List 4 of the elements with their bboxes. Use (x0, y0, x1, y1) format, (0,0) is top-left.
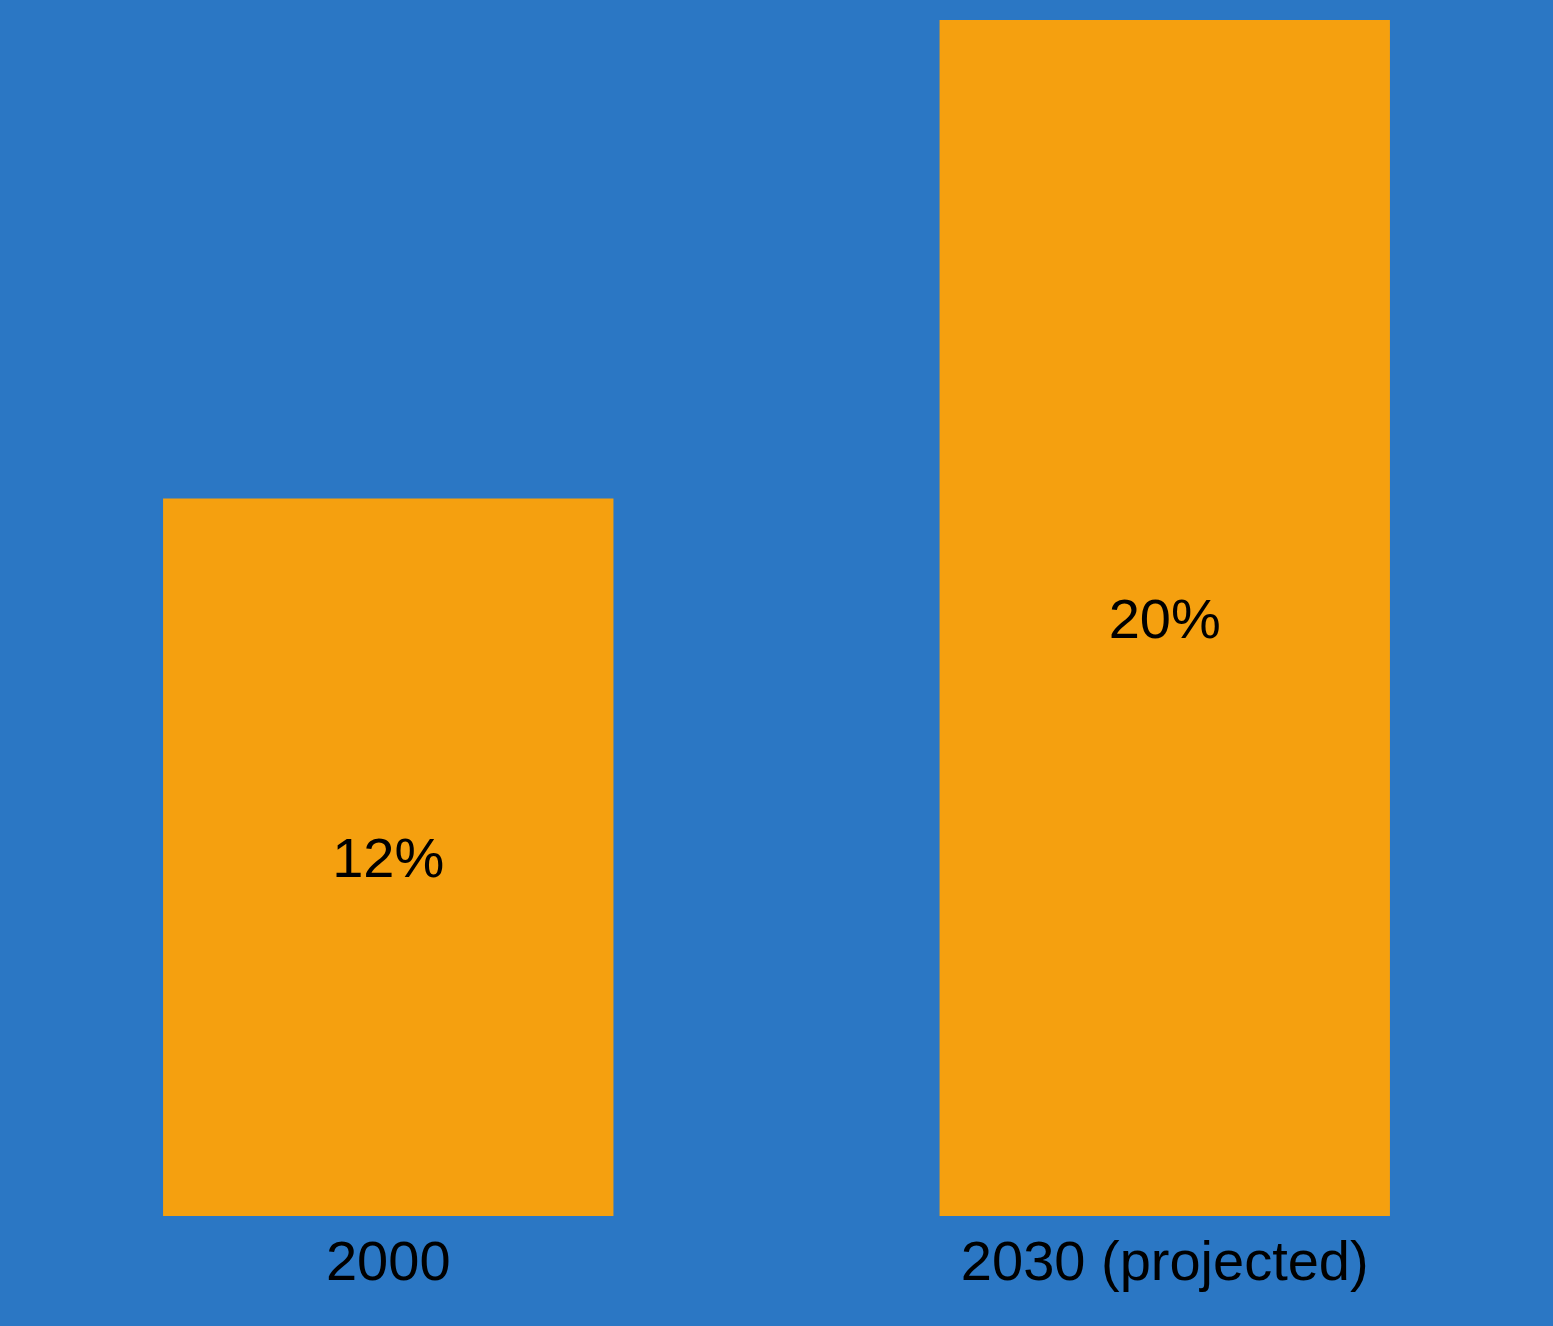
data-label: 20% (1108, 586, 1221, 650)
x-tick-label: 2000 (325, 1228, 451, 1292)
x-tick-label: 2030 (projected) (960, 1228, 1369, 1292)
data-label: 12% (332, 825, 445, 889)
